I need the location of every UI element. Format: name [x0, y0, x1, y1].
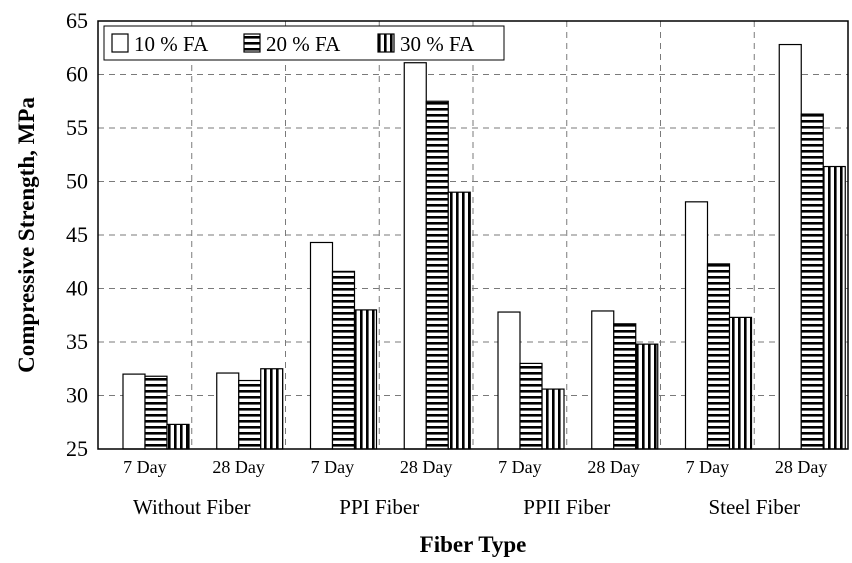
bar-10-fa2 [216, 372, 240, 450]
x-group-label: PPII Fiber [523, 495, 610, 519]
y-tick-label: 35 [66, 329, 88, 354]
bar-30-fa8 [822, 165, 846, 450]
bar-20-fa5 [519, 362, 543, 450]
x-category-label: 7 Day [311, 457, 355, 477]
bar-10-fa3 [309, 241, 334, 450]
bar-10-fa5 [497, 311, 521, 450]
x-category-label: 7 Day [498, 457, 542, 477]
y-tick-label: 40 [66, 276, 88, 301]
x-category-label: 28 Day [775, 457, 828, 477]
x-group-label: Steel Fiber [708, 495, 800, 519]
bar-10-fa1 [122, 373, 146, 450]
legend-swatch [377, 33, 395, 53]
legend-swatch [243, 33, 261, 53]
bar-30-fa3 [353, 309, 378, 450]
bar-30-fa6 [635, 343, 659, 450]
x-axis-title: Fiber Type [420, 532, 527, 557]
y-tick-labels: 25 30 35 40 45 50 55 60 65 [66, 8, 88, 461]
x-category-label: 28 Day [400, 457, 453, 477]
x-category-label: 28 Day [212, 457, 265, 477]
legend-label: 30 % FA [400, 32, 475, 56]
plot-area-frame [97, 20, 849, 450]
bar-20-fa1 [144, 375, 168, 450]
bar-10-fa7 [684, 201, 709, 450]
bar-10-fa4 [403, 62, 427, 450]
y-tick-label: 50 [66, 169, 88, 194]
x-category-label: 7 Day [123, 457, 167, 477]
legend: 10 % FA 20 % FA 30 % FA [103, 25, 505, 61]
x-category-label: 7 Day [686, 457, 730, 477]
y-tick-label: 45 [66, 222, 88, 247]
bar-30-fa5 [541, 388, 565, 450]
legend-swatch [111, 33, 129, 53]
x-category-label: 28 Day [587, 457, 640, 477]
legend-box [103, 25, 505, 61]
bar-20-fa7 [706, 263, 731, 450]
legend-label: 20 % FA [266, 32, 341, 56]
bar-10-fa6 [591, 310, 615, 450]
bar-20-fa8 [800, 113, 824, 450]
bar-20-fa6 [613, 323, 637, 450]
bar-20-fa4 [425, 100, 449, 450]
bar-20-fa2 [238, 379, 262, 450]
bar-20-fa3 [331, 270, 356, 450]
bar-30-fa4 [447, 191, 471, 450]
bar-30-fa7 [728, 316, 753, 450]
y-tick-label: 60 [66, 62, 88, 87]
y-tick-label: 25 [66, 436, 88, 461]
bars [122, 43, 846, 450]
bar-30-fa1 [166, 423, 190, 450]
grid-lines [98, 21, 848, 449]
x-group-label: PPI Fiber [339, 495, 419, 519]
y-tick-label: 30 [66, 383, 88, 408]
x-group-labels: Without Fiber PPI Fiber PPII Fiber Steel Fi… [133, 495, 800, 519]
bar-30-fa2 [260, 368, 284, 450]
legend-label: 10 % FA [134, 32, 209, 56]
x-category-labels: 7 Day 28 Day 7 Day 28 Day 7 Day 28 Day 7 Day 28… [123, 457, 827, 477]
x-group-label: Without Fiber [133, 495, 251, 519]
y-tick-label: 65 [66, 8, 88, 33]
y-tick-label: 55 [66, 115, 88, 140]
y-axis-title: Compressive Strength, MPa [14, 97, 39, 373]
bar-10-fa8 [778, 43, 802, 450]
